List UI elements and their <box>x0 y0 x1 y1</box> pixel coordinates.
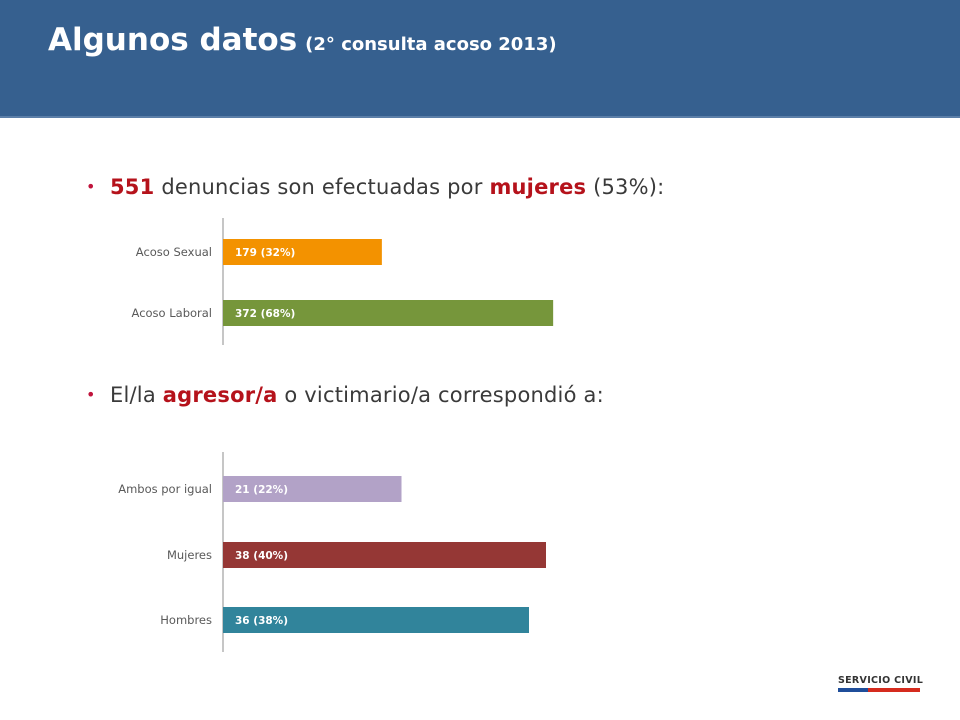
page-subtitle: (2° consulta acoso 2013) <box>305 34 557 55</box>
bullet-marker: • <box>86 385 96 404</box>
servicio-civil-logo: SERVICIO CIVIL <box>838 675 924 692</box>
aggressor-category-label: Hombres <box>160 613 212 627</box>
aggressor-data-label: 38 (40%) <box>235 550 288 562</box>
aggressor-bar <box>223 476 402 502</box>
complaint-type-category-label: Acoso Laboral <box>132 306 212 320</box>
complaint-type-bar <box>223 239 382 265</box>
complaint-type-data-label: 372 (68%) <box>235 308 295 320</box>
aggressor-category-label: Mujeres <box>167 548 212 562</box>
page-title-main: Algunos datos <box>48 22 298 58</box>
complaint-type-data-label: 179 (32%) <box>235 247 295 259</box>
bullet-highlight: agresor/a <box>162 383 278 407</box>
bullet-aggressor: • El/la agresor/a o victimario/a correspo… <box>86 383 604 407</box>
complaint-type-bar <box>223 300 554 326</box>
bullet-text: denuncias son efectuadas por <box>154 175 490 199</box>
bullet-text: (53%): <box>586 175 665 199</box>
complaint-type-category-label: Acoso Sexual <box>136 245 212 259</box>
header-banner: Algunos datos (2° consulta acoso 2013) <box>0 0 960 118</box>
complaints-number: 551 <box>110 175 155 199</box>
bullet-highlight: mujeres <box>489 175 587 199</box>
bullet-complaints: • 551 denuncias son efectuadas por mujere… <box>86 175 664 199</box>
logo-flag-bar <box>838 688 920 692</box>
logo-text: SERVICIO CIVIL <box>838 675 924 686</box>
bullet-text: o victimario/a correspondió a: <box>277 383 604 407</box>
page-title: Algunos datos (2° consulta acoso 2013) <box>48 22 557 58</box>
aggressor-data-label: 36 (38%) <box>235 615 288 627</box>
bullet-marker: • <box>86 177 96 196</box>
aggressor-data-label: 21 (22%) <box>235 484 288 496</box>
aggressor-bar <box>223 542 546 568</box>
aggressor-category-label: Ambos por igual <box>118 482 212 496</box>
aggressor-bar <box>223 607 529 633</box>
bullet-text: El/la <box>110 383 163 407</box>
